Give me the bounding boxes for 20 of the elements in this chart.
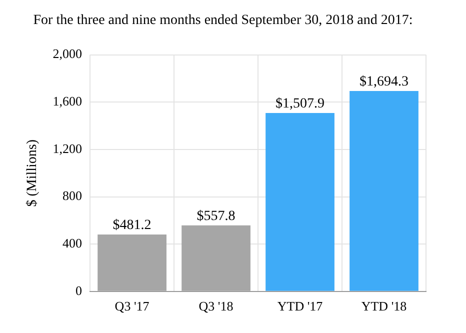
x-tick-label: YTD '18: [361, 298, 407, 314]
data-label: $1,694.3: [360, 74, 409, 90]
bar: [182, 225, 250, 291]
y-tick-label: 1,200: [52, 140, 82, 156]
data-label: $1,507.9: [276, 96, 325, 112]
bar: [266, 113, 334, 291]
bar: [98, 234, 166, 291]
y-tick-label: 1,600: [52, 94, 82, 109]
x-tick-label: Q3 '18: [198, 298, 234, 314]
y-tick-label: 800: [62, 188, 82, 204]
y-tick-label: 2,000: [52, 46, 82, 62]
chart-title: For the three and nine months ended September 30, 2018 and 2017:: [33, 13, 413, 28]
y-axis-title: $ (Millions): [25, 139, 40, 207]
bar: [350, 90, 418, 291]
y-tick-label: 400: [62, 236, 82, 250]
x-tick-label: YTD '17: [277, 298, 324, 314]
y-tick-label: 0: [76, 282, 82, 298]
x-tick-label: Q3 '17: [114, 298, 150, 314]
data-label: $557.8: [196, 209, 236, 224]
data-label: $481.2: [112, 218, 152, 234]
